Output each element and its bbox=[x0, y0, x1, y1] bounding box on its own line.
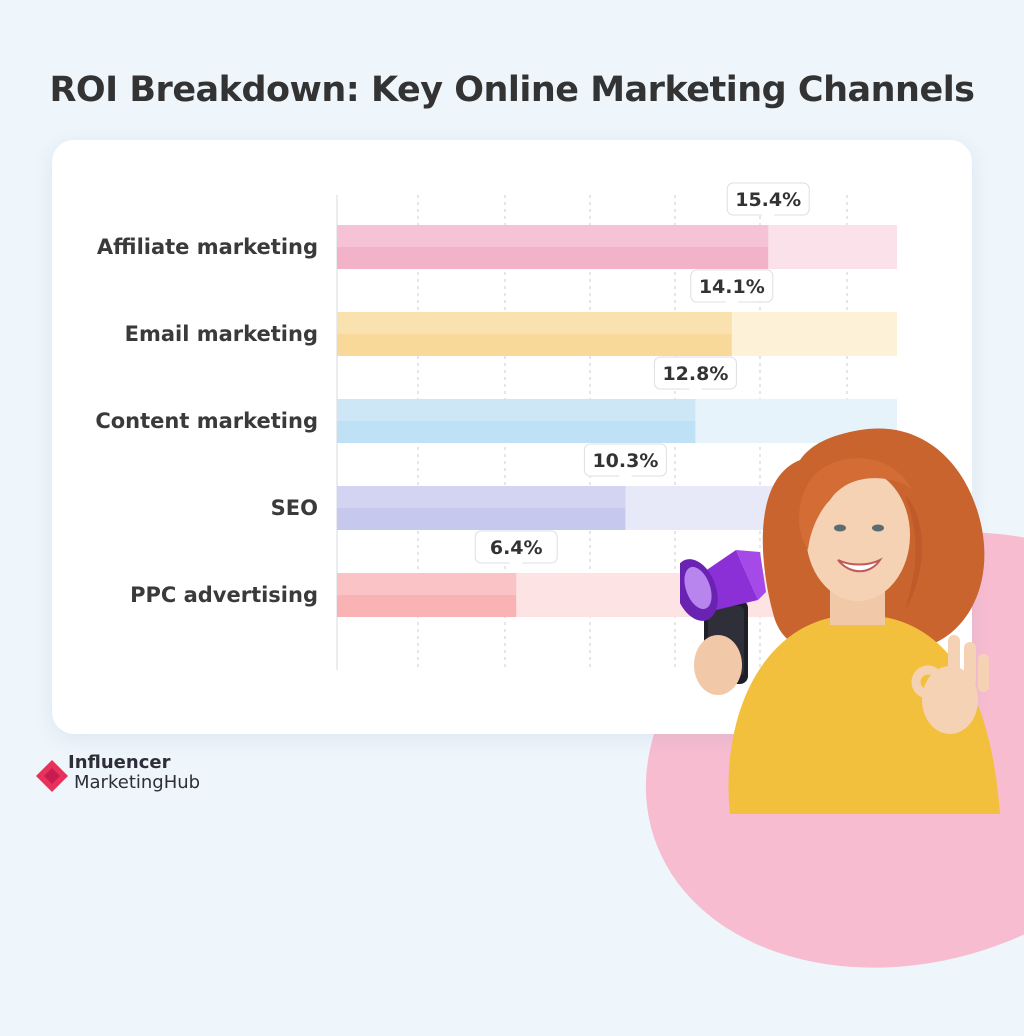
category-label: Content marketing bbox=[95, 409, 318, 433]
bar bbox=[337, 312, 732, 356]
bar-highlight bbox=[337, 225, 769, 247]
value-label: 10.3% bbox=[592, 450, 658, 472]
bar-highlight bbox=[337, 573, 517, 595]
page-title: ROI Breakdown: Key Online Marketing Chan… bbox=[49, 70, 975, 110]
bar bbox=[337, 225, 769, 269]
bar-highlight bbox=[337, 486, 626, 508]
bar bbox=[337, 573, 517, 617]
value-label-pointer bbox=[688, 388, 703, 397]
bar-highlight bbox=[337, 399, 696, 421]
value-label-pointer bbox=[724, 301, 739, 310]
value-label: 14.1% bbox=[699, 276, 765, 298]
bar bbox=[337, 399, 696, 443]
logo-text-influencer: Influencer bbox=[68, 752, 171, 773]
bar-highlight bbox=[337, 312, 732, 334]
bar bbox=[337, 486, 626, 530]
value-label-pointer bbox=[761, 214, 776, 223]
category-label: Affiliate marketing bbox=[97, 235, 318, 259]
logo-text-marketinghub: MarketingHub bbox=[74, 772, 201, 793]
category-label: SEO bbox=[271, 496, 318, 520]
logo-diamond-icon bbox=[36, 760, 68, 792]
value-label-pointer bbox=[509, 562, 524, 571]
value-label: 12.8% bbox=[662, 363, 728, 385]
value-label: 6.4% bbox=[490, 537, 543, 559]
category-label: Email marketing bbox=[125, 322, 318, 346]
category-label: PPC advertising bbox=[130, 583, 318, 607]
person-illustration bbox=[680, 428, 1000, 814]
value-label: 15.4% bbox=[735, 189, 801, 211]
value-label-pointer bbox=[618, 475, 633, 484]
